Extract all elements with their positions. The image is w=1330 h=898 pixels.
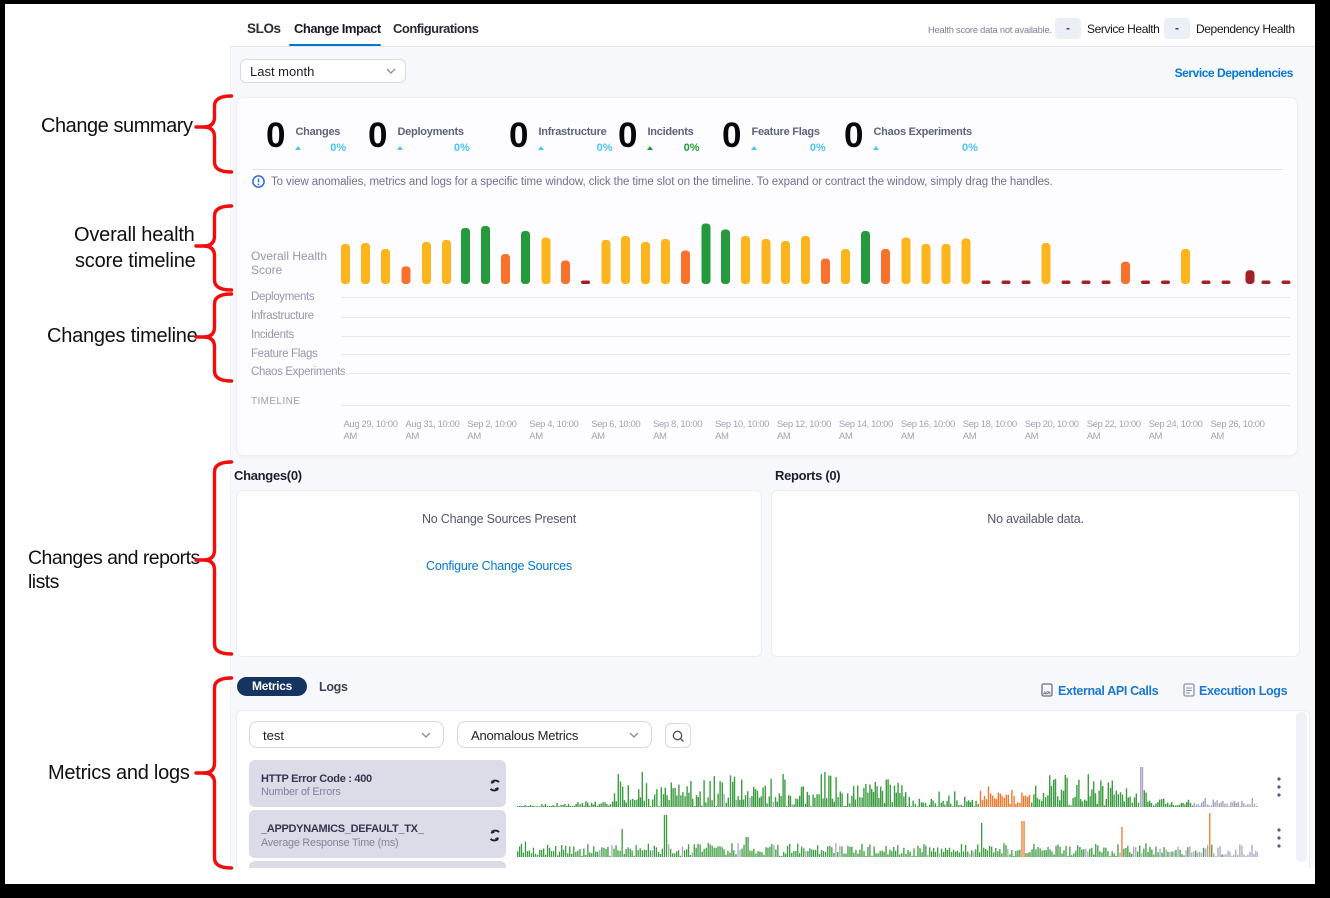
svg-text:API: API <box>1043 691 1051 696</box>
